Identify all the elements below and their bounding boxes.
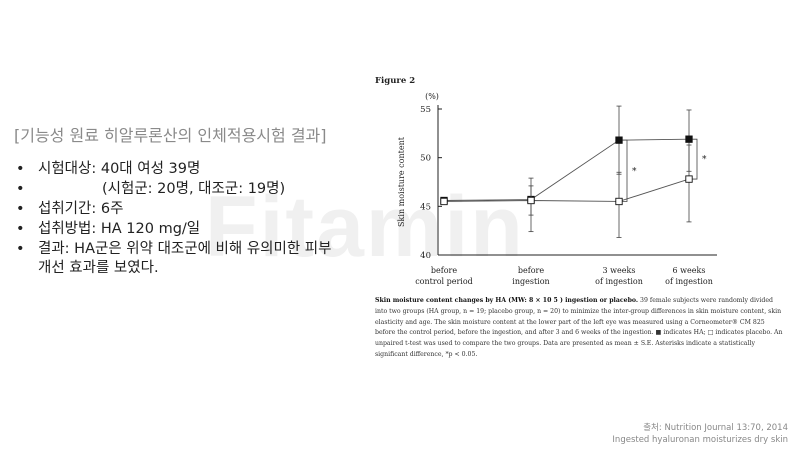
bullet-dot: • xyxy=(16,161,25,177)
y-axis-label: Skin moisture content xyxy=(397,136,406,227)
y-tick-label: 55 xyxy=(420,105,431,115)
bullet-dot: • xyxy=(16,181,25,197)
bullet-dot: • xyxy=(16,201,25,217)
x-tick-label: control period xyxy=(415,277,473,286)
series-line-HA xyxy=(443,138,690,201)
x-tick-label: before xyxy=(518,266,544,275)
moisture-chart: (%) Skin moisture content 40 45 50 55 before co… xyxy=(397,92,717,286)
x-tick-label: 6 weeks xyxy=(673,266,706,275)
source-journal: 출처: Nutrition Journal 13:70, 2014 xyxy=(643,423,788,433)
significance-bracket xyxy=(692,138,698,180)
x-tick-label: of ingestion xyxy=(595,277,643,286)
watermark: Fitamin xyxy=(205,179,525,275)
x-tick-label: ingestion xyxy=(512,277,549,286)
y-tick-label: 50 xyxy=(420,154,431,164)
bullet-item: • 섭취기간: 6주 xyxy=(16,200,331,219)
bullet-item: • 섭취방법: HA 120 mg/일 xyxy=(16,220,331,239)
significance-asterisk: * xyxy=(702,155,707,165)
x-tick-label: of ingestion xyxy=(665,277,713,286)
data-point-placebo xyxy=(685,175,693,183)
series-line-placebo xyxy=(443,178,690,202)
bullet-item: • (시험군: 20명, 대조군: 19명) xyxy=(16,180,331,199)
bullet-text: (시험군: 20명, 대조군: 19명) xyxy=(102,181,286,197)
caption-text: 39 female subjects were randomly divided… xyxy=(375,297,783,358)
y-unit-label: (%) xyxy=(425,92,439,101)
bullet-list: • 시험대상: 40대 여성 39명 • (시험군: 20명, 대조군: 19명) … xyxy=(16,160,331,279)
data-point-HA xyxy=(685,135,693,143)
x-tick-label: 3 weeks xyxy=(603,266,636,275)
y-tick-label: 40 xyxy=(420,251,431,261)
bullet-dot: • xyxy=(16,221,25,237)
bullet-dot: • xyxy=(16,241,25,257)
x-tick-label: before xyxy=(431,266,457,275)
data-point-placebo xyxy=(440,197,448,206)
bullet-text-line2: 개선 효과를 보였다. xyxy=(38,260,159,276)
bullet-text: 섭취방법: HA 120 mg/일 xyxy=(38,221,201,237)
significance-bracket xyxy=(622,139,628,202)
bullet-text: 시험대상: 40대 여성 39명 xyxy=(38,161,201,177)
bullet-text: 결과: HA군은 위약 대조군에 비해 유의미한 피부 xyxy=(38,241,332,257)
caption-bold: Skin moisture content changes by HA (MW:… xyxy=(375,297,639,304)
figure-label: Figure 2 xyxy=(375,76,416,86)
y-tick-label: 45 xyxy=(420,202,431,212)
source-article: Ingested hyaluronan moisturizes dry skin xyxy=(612,435,788,445)
source-citation: 출처: Nutrition Journal 13:70, 2014 Ingest… xyxy=(612,422,788,446)
data-point-placebo xyxy=(527,196,535,205)
significance-asterisk: * xyxy=(632,167,637,177)
data-point-HA xyxy=(615,136,623,144)
data-point-placebo xyxy=(615,197,623,206)
bullet-item: • 시험대상: 40대 여성 39명 xyxy=(16,160,331,179)
slide-title: [기능성 원료 히알루론산의 인체적용시험 결과] xyxy=(14,126,327,145)
bullet-text: 섭취기간: 6주 xyxy=(38,201,124,217)
figure-caption: Skin moisture content changes by HA (MW:… xyxy=(375,296,785,361)
